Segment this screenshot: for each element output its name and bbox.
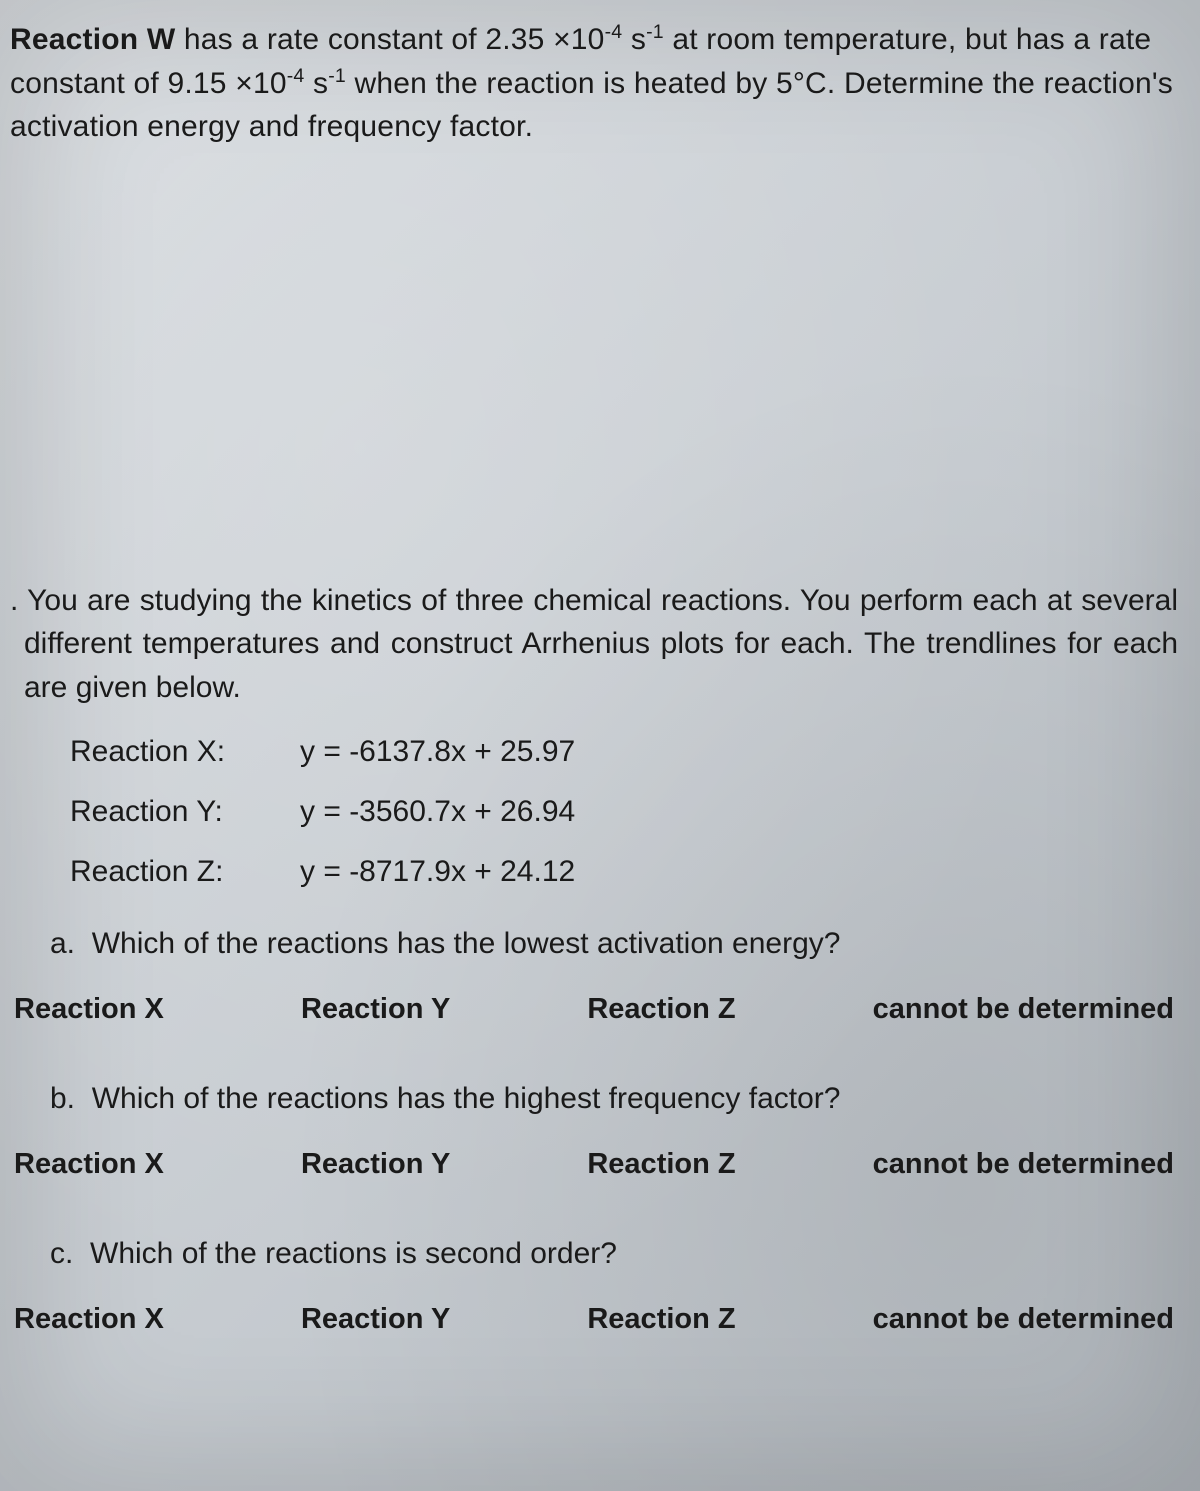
option-c-x[interactable]: Reaction X [14,1303,164,1336]
p1-e4: -1 [328,65,346,87]
options-row-b: Reaction X Reaction Y Reaction Z cannot … [10,1148,1178,1181]
problem-2-intro: . You are studying the kinetics of three… [24,579,1178,710]
equation-row-x: Reaction X: y = -6137.8x + 25.97 [70,737,1178,767]
p1-e3: -4 [287,65,305,87]
sub-q-a-text: Which of the reactions has the lowest ac… [92,927,841,960]
equation-label-y: Reaction Y: [70,797,300,827]
option-a-cbd[interactable]: cannot be determined [873,993,1174,1026]
option-c-z[interactable]: Reaction Z [587,1303,735,1336]
equation-formula-y: y = -3560.7x + 26.94 [300,797,575,827]
reaction-w-label: Reaction W [10,23,175,56]
sub-q-c-letter: c. [50,1237,73,1270]
option-a-y[interactable]: Reaction Y [301,993,450,1026]
sub-q-b-text: Which of the reactions has the highest f… [92,1082,841,1115]
sub-question-b: b. Which of the reactions has the highes… [50,1082,1178,1116]
option-b-z[interactable]: Reaction Z [587,1148,735,1181]
equation-label-x: Reaction X: [70,737,300,767]
p1-t1: has a rate constant of 2.35 ×10 [175,23,604,56]
sub-q-b-letter: b. [50,1082,75,1115]
sub-question-a: a. Which of the reactions has the lowest… [50,927,1178,961]
arrhenius-equations: Reaction X: y = -6137.8x + 25.97 Reactio… [70,737,1178,887]
p1-e1: -4 [605,21,623,43]
equation-formula-x: y = -6137.8x + 25.97 [300,737,575,767]
options-row-a: Reaction X Reaction Y Reaction Z cannot … [10,993,1178,1026]
option-a-z[interactable]: Reaction Z [587,993,735,1026]
option-a-x[interactable]: Reaction X [14,993,164,1026]
workspace-gap [10,149,1178,579]
p1-t4: s [304,67,328,100]
sub-question-c: c. Which of the reactions is second orde… [50,1237,1178,1271]
option-b-cbd[interactable]: cannot be determined [873,1148,1174,1181]
option-c-y[interactable]: Reaction Y [301,1303,450,1336]
problem-1: Reaction W has a rate constant of 2.35 ×… [10,18,1178,149]
equation-label-z: Reaction Z: [70,857,300,887]
sub-q-a-letter: a. [50,927,75,960]
sub-q-c-text: Which of the reactions is second order? [90,1237,617,1270]
option-b-y[interactable]: Reaction Y [301,1148,450,1181]
p1-t2: s [622,23,646,56]
equation-row-z: Reaction Z: y = -8717.9x + 24.12 [70,857,1178,887]
option-b-x[interactable]: Reaction X [14,1148,164,1181]
equation-row-y: Reaction Y: y = -3560.7x + 26.94 [70,797,1178,827]
options-row-c: Reaction X Reaction Y Reaction Z cannot … [10,1303,1178,1336]
option-c-cbd[interactable]: cannot be determined [873,1303,1174,1336]
equation-formula-z: y = -8717.9x + 24.12 [300,857,575,887]
p1-e2: -1 [646,21,664,43]
